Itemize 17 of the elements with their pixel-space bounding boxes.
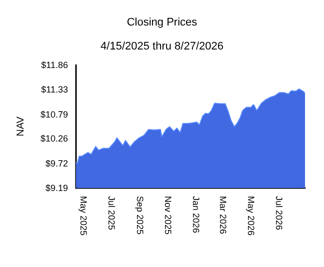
x-tick-label: Jul 2026 (274, 196, 284, 230)
y-tick-label: $9.19 (45, 183, 68, 193)
x-tick-label: Mar 2026 (218, 196, 228, 234)
chart-subtitle: 4/15/2025 thru 8/27/2026 (100, 40, 224, 52)
x-tick-label: May 2026 (246, 196, 256, 236)
x-tick-label: Sep 2025 (134, 196, 145, 235)
y-tick-label: $9.72 (45, 158, 68, 169)
y-axis-title: NAV (16, 116, 26, 136)
x-tick-label: Nov 2025 (162, 196, 173, 235)
y-tick-label: $10.26 (40, 134, 68, 144)
x-tick-label: May 2025 (78, 196, 88, 236)
chart-title: Closing Prices (126, 16, 198, 28)
y-tick-label: $11.86 (41, 60, 68, 70)
x-tick-label: Jan 2026 (190, 196, 201, 234)
y-tick-label: $11.33 (41, 84, 68, 94)
x-tick-label: Jul 2025 (106, 196, 116, 230)
y-tick-label: $10.79 (40, 109, 68, 120)
